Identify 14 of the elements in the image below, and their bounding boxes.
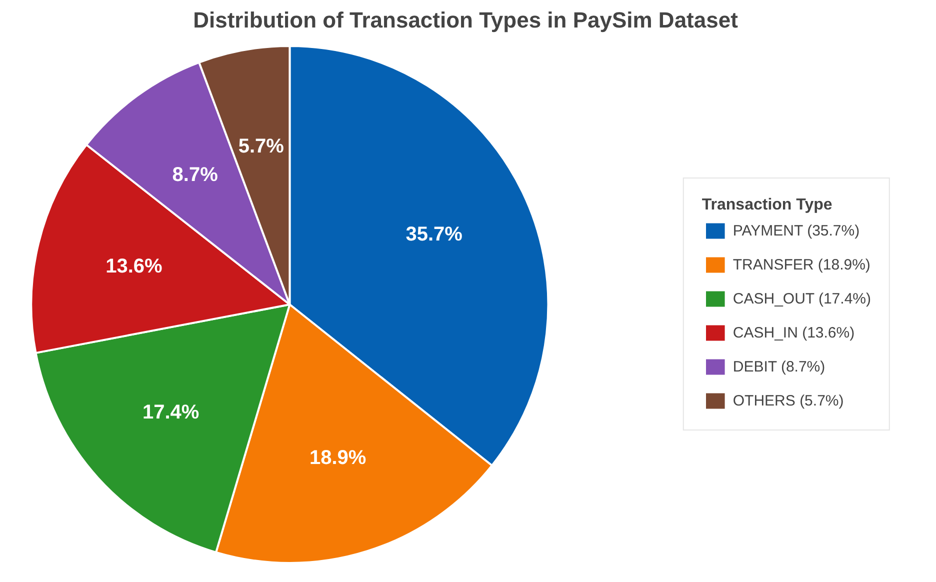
legend-label: TRANSFER (18.9%) [732, 256, 870, 273]
data-label: 8.7% [172, 164, 218, 186]
legend-label: PAYMENT (35.7%) [732, 222, 860, 239]
legend-title: Transaction Type [702, 196, 834, 214]
data-label: 13.6% [106, 255, 163, 278]
data-label: 17.4% [142, 401, 200, 424]
data-label: 35.7% [406, 224, 463, 246]
legend-label: DEBIT (8.7%) [732, 358, 826, 375]
chart-title: Distribution of Transaction Types in PaySim Dataset [193, 8, 739, 32]
legend-label: OTHERS (5.7%) [732, 392, 844, 409]
legend-label: CASH_IN (13.6%) [732, 324, 855, 341]
data-label: 18.9% [309, 446, 366, 469]
data-label: 5.7% [238, 135, 284, 158]
legend-label: CASH_OUT (17.4%) [732, 290, 871, 307]
